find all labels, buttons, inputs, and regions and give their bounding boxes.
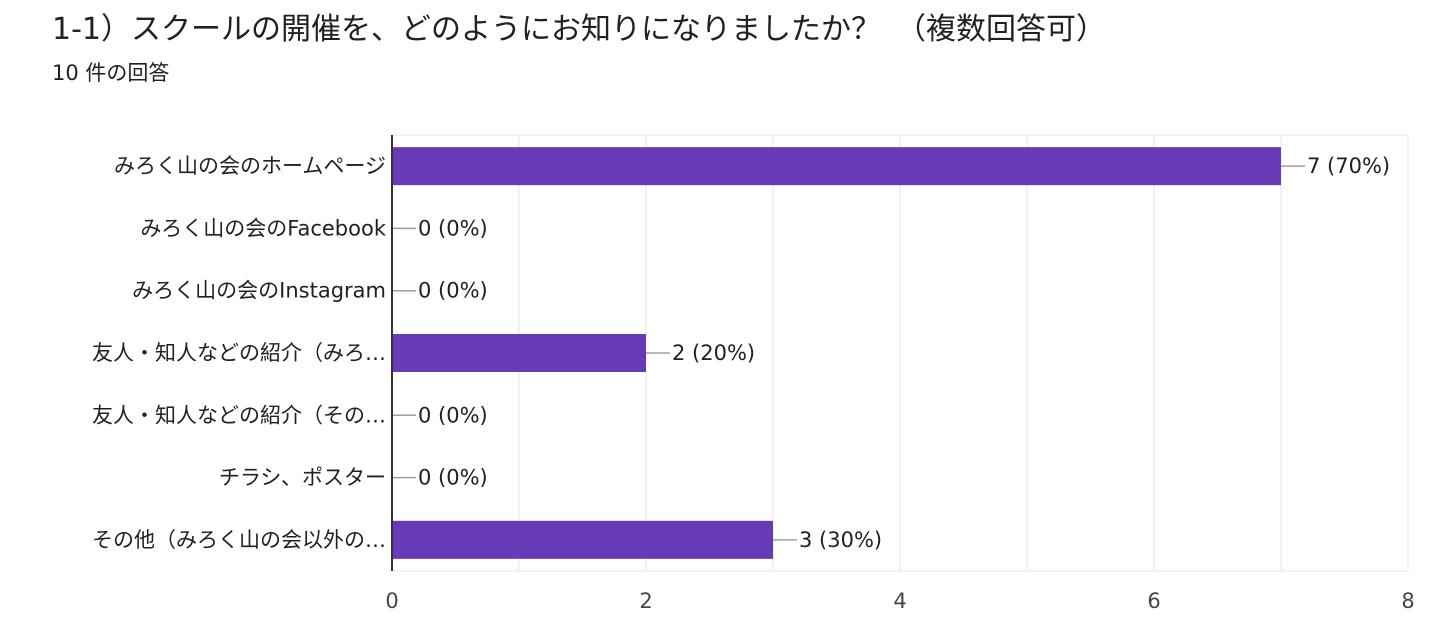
x-tick-label: 2 [639, 589, 652, 613]
bar [392, 147, 1281, 186]
category-label: みろく山の会のInstagram [132, 279, 386, 303]
data-labels: 7 (70%) 0 (0%) 0 (0%) 2 (20%) 0 (0%) 0 (0%) 3 … [418, 154, 1390, 552]
chart-title: 1-1）スクールの開催を、どのようにお知りになりましたか？ （複数回答可） [52, 12, 1106, 47]
category-label: みろく山の会のホームページ [114, 154, 386, 178]
x-tick-label: 0 [385, 589, 398, 613]
x-tick-label: 8 [1401, 589, 1414, 613]
category-label: 友人・知人などの紹介（みろ… [92, 341, 386, 365]
x-tick-label: 6 [1147, 589, 1160, 613]
bars [392, 147, 1281, 559]
data-label: 0 (0%) [418, 403, 488, 427]
data-label-leaders [392, 165, 1305, 541]
gridlines [392, 134, 1409, 572]
data-label: 0 (0%) [418, 216, 488, 240]
data-label: 2 (20%) [672, 341, 755, 365]
data-label: 7 (70%) [1307, 154, 1390, 178]
category-label: チラシ、ポスター [219, 466, 386, 490]
category-label: 友人・知人などの紹介（その… [92, 403, 386, 427]
data-label: 0 (0%) [418, 279, 488, 303]
x-tick-labels: 0 2 4 6 8 [385, 589, 1414, 613]
data-label: 0 (0%) [418, 466, 488, 490]
bar [392, 520, 773, 559]
bar [392, 334, 646, 372]
data-label: 3 (30%) [799, 528, 882, 552]
x-tick-label: 4 [893, 589, 906, 613]
category-label: みろく山の会のFacebook [140, 216, 387, 240]
response-count: 10 件の回答 [52, 61, 170, 85]
category-label: その他（みろく山の会以外の… [92, 528, 386, 552]
